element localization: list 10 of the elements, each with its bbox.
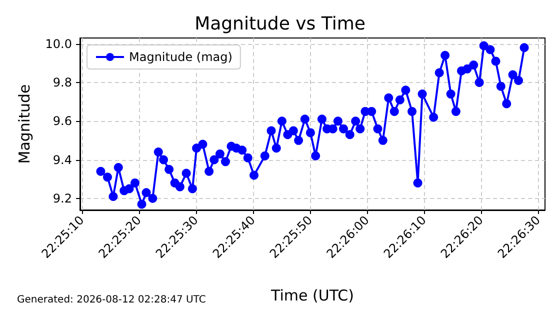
y-tick-label: 9.4	[52, 152, 72, 167]
x-axis-title: Time (UTC)	[270, 286, 354, 304]
y-tick-label: 10.0	[45, 36, 72, 51]
text: Generated: 2026-08-12 02:28:47 UTC	[17, 294, 206, 306]
y-axis-title: Magnitude	[16, 84, 34, 164]
legend-label: Magnitude (mag)	[129, 50, 232, 64]
y-tick-label: 9.8	[52, 75, 72, 90]
y-tick-label: 9.2	[52, 191, 72, 206]
y-tick-label: 9.6	[52, 114, 72, 128]
chart-title: Magnitude vs Time	[194, 14, 366, 34]
